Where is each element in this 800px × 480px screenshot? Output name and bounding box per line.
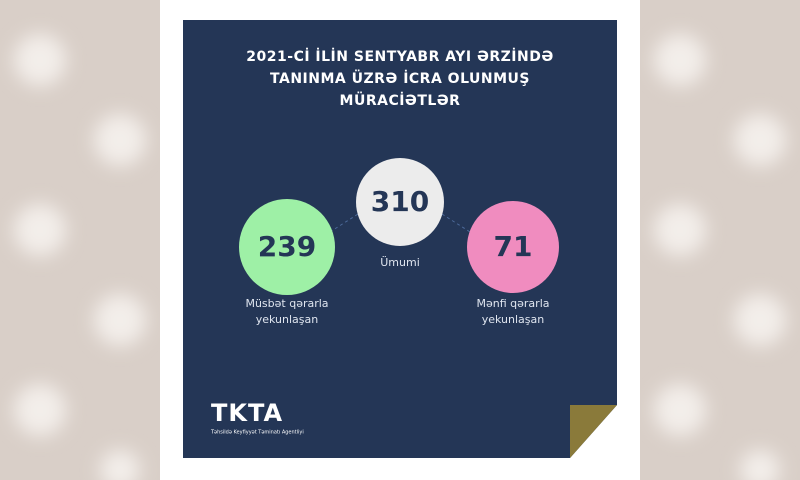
stat-label: Müsbət qərarla [245,297,328,310]
stat-label: yekunlaşan [256,313,319,326]
stat-circle [467,201,559,293]
stat-label: Ümumi [380,256,420,269]
folded-corner [570,405,617,458]
logo-subtitle: Təhsildə Keyfiyyət Təminatı Agentliyi [210,430,304,436]
title-line: MÜRACİƏTLƏR [340,91,461,109]
title-line: 2021-Cİ İLİN SENTYABR AYI ƏRZİNDƏ [246,48,553,65]
stat-value: 71 [494,230,533,263]
stat-circle [356,158,444,246]
stat-circle [239,199,335,295]
background-pattern [14,34,786,480]
stat-value: 239 [258,230,316,263]
stat-value: 310 [371,185,429,218]
logo-name: TKTA [211,399,283,427]
title-line: TANINMA ÜZRƏ İCRA OLUNMUŞ [270,69,530,87]
stat-label: yekunlaşan [482,313,545,326]
stat-label: Mənfi qərarla [477,297,550,310]
